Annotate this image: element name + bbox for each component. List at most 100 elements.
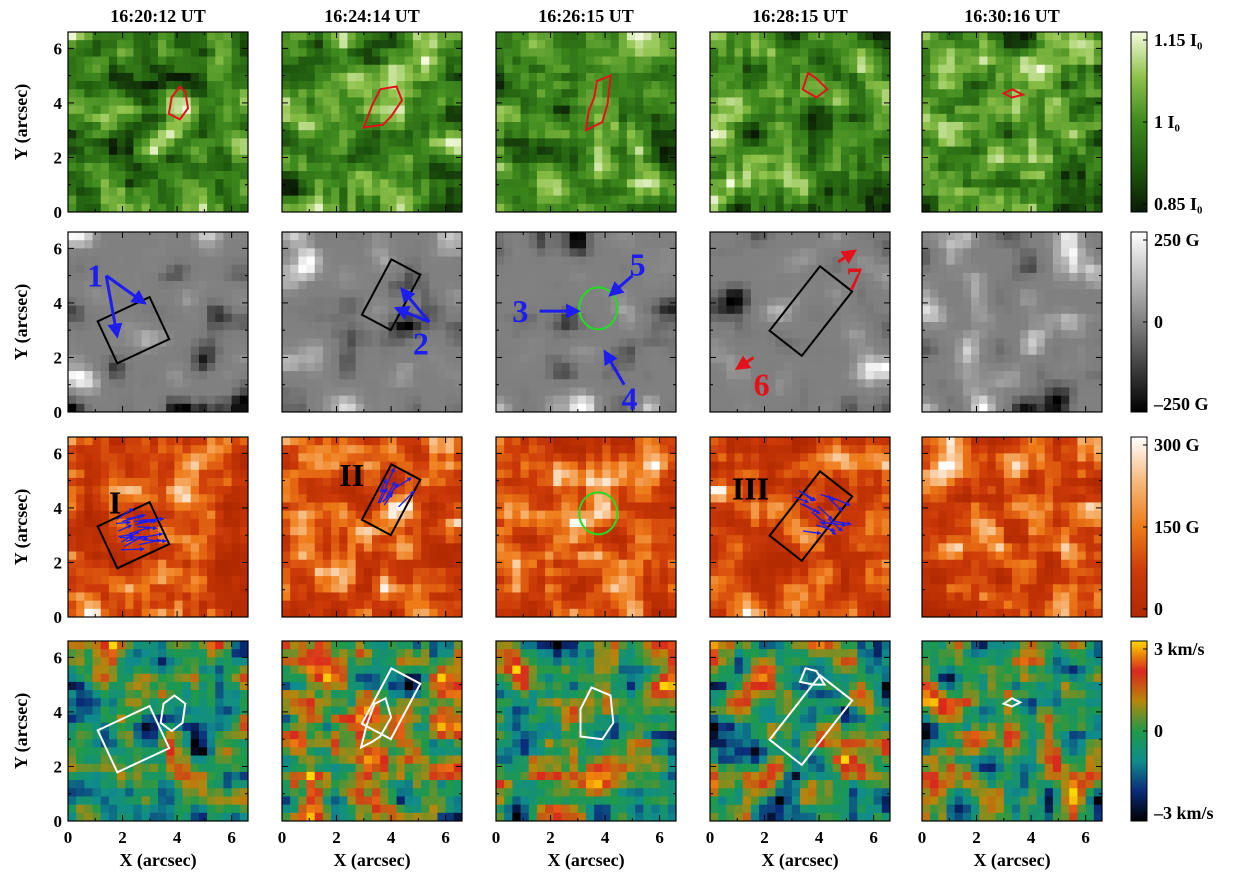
pixel bbox=[207, 289, 216, 298]
pixel bbox=[594, 371, 603, 380]
pixel bbox=[987, 256, 997, 266]
pixel bbox=[849, 122, 858, 131]
pixel bbox=[496, 72, 505, 82]
pixel bbox=[231, 64, 241, 74]
pixel bbox=[954, 289, 964, 298]
pixel bbox=[987, 48, 997, 57]
pixel bbox=[1061, 122, 1070, 131]
pixel bbox=[158, 203, 167, 213]
pixel bbox=[1052, 179, 1062, 188]
pixel bbox=[92, 105, 102, 115]
pixel bbox=[207, 171, 216, 180]
pixel bbox=[412, 354, 422, 364]
pixel bbox=[76, 97, 85, 107]
pixel bbox=[190, 313, 200, 323]
pixel bbox=[339, 272, 348, 282]
pixel bbox=[68, 346, 77, 356]
pixel bbox=[987, 64, 997, 74]
pixel bbox=[800, 138, 809, 147]
pixel bbox=[922, 81, 931, 90]
pixel bbox=[133, 232, 143, 241]
pixel bbox=[1093, 40, 1103, 49]
pixel bbox=[954, 281, 964, 290]
pixel bbox=[223, 297, 233, 307]
pixel bbox=[1069, 72, 1078, 82]
pixel bbox=[355, 203, 365, 213]
pixel bbox=[651, 162, 661, 172]
pixel bbox=[954, 32, 964, 41]
pixel bbox=[873, 81, 883, 90]
pixel bbox=[166, 346, 175, 356]
pixel bbox=[659, 113, 669, 123]
pixel bbox=[380, 264, 389, 274]
pixel bbox=[1069, 264, 1078, 274]
pixel bbox=[545, 113, 554, 123]
pixel bbox=[759, 154, 768, 164]
pixel bbox=[198, 154, 208, 164]
pixel bbox=[125, 122, 134, 131]
pixel bbox=[141, 371, 151, 380]
pixel bbox=[938, 195, 947, 205]
pixel bbox=[363, 387, 373, 397]
pixel bbox=[1003, 40, 1013, 49]
pixel bbox=[561, 281, 571, 290]
pixel bbox=[561, 81, 571, 90]
pixel bbox=[404, 248, 414, 257]
pixel bbox=[569, 89, 579, 98]
pixel bbox=[298, 362, 307, 372]
pixel bbox=[569, 81, 579, 90]
pixel bbox=[750, 289, 760, 298]
panel-frame bbox=[495, 31, 677, 213]
pixel bbox=[979, 240, 988, 249]
pixel bbox=[791, 330, 801, 339]
pixel bbox=[1044, 72, 1054, 82]
pixel bbox=[791, 248, 801, 257]
pixel bbox=[1044, 305, 1054, 315]
pixel bbox=[1028, 138, 1037, 147]
pixel bbox=[938, 362, 947, 372]
pixel bbox=[1077, 154, 1087, 164]
pixel bbox=[92, 248, 102, 257]
pixel bbox=[808, 256, 817, 266]
pixel bbox=[857, 272, 866, 282]
pixel bbox=[849, 371, 858, 380]
pixel bbox=[667, 297, 677, 307]
pixel bbox=[651, 240, 661, 249]
pixel bbox=[380, 105, 389, 115]
pixel bbox=[133, 195, 143, 205]
pixel bbox=[1044, 97, 1054, 107]
pixel bbox=[938, 232, 947, 241]
pixel bbox=[954, 89, 964, 98]
pixel bbox=[545, 256, 554, 266]
pixel bbox=[626, 72, 636, 82]
pixel bbox=[594, 256, 603, 266]
pixel bbox=[133, 113, 143, 123]
pixel bbox=[832, 395, 842, 405]
pixel bbox=[561, 313, 571, 323]
pixel bbox=[437, 154, 447, 164]
pixel bbox=[528, 248, 538, 257]
pixel bbox=[1069, 322, 1078, 331]
pixel bbox=[1028, 338, 1037, 347]
pixel bbox=[783, 264, 793, 274]
pixel bbox=[108, 122, 118, 131]
pixel bbox=[865, 256, 875, 266]
pixel bbox=[100, 362, 110, 372]
pixel bbox=[512, 64, 521, 74]
pixel bbox=[290, 297, 299, 307]
pixel bbox=[496, 122, 505, 131]
pixel bbox=[496, 371, 505, 380]
pixel bbox=[1003, 289, 1013, 298]
pixel bbox=[174, 297, 183, 307]
pixel bbox=[1085, 313, 1095, 323]
pixel bbox=[355, 97, 365, 107]
pixel bbox=[1093, 171, 1103, 180]
pixel bbox=[553, 130, 562, 139]
pixel bbox=[322, 203, 332, 213]
pixel bbox=[1069, 48, 1078, 57]
pixel bbox=[962, 232, 972, 241]
pixel bbox=[946, 195, 956, 205]
pixel bbox=[881, 138, 891, 147]
pixel bbox=[223, 240, 233, 249]
pixel bbox=[791, 179, 801, 188]
